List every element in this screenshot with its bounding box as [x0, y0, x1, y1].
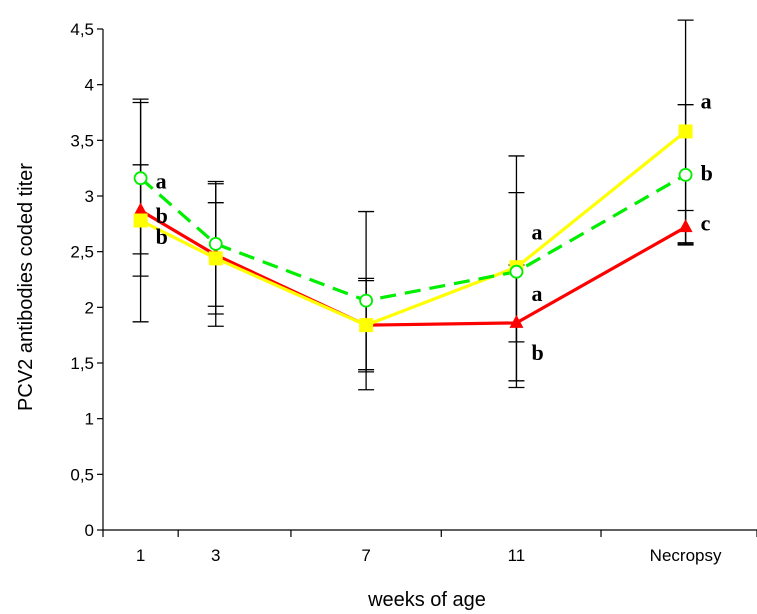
y-tick-label: 4: [85, 76, 94, 95]
data-point: [509, 264, 524, 279]
y-tick-label: 0: [85, 521, 94, 540]
x-tick-label: Necropsy: [650, 546, 722, 565]
series-line: [139, 173, 687, 303]
data-point: [208, 251, 223, 266]
x-tick-label: 7: [361, 546, 370, 565]
significance-label: b: [701, 161, 713, 186]
significance-label: a: [531, 281, 542, 306]
significance-label: a: [531, 220, 542, 245]
x-tick-label: 1: [136, 546, 145, 565]
data-point: [678, 167, 693, 182]
significance-label: b: [156, 224, 168, 249]
y-tick-label: 0,5: [70, 465, 94, 484]
y-tick-label: 3: [85, 187, 94, 206]
x-axis-title: weeks of age: [367, 589, 486, 611]
significance-label: c: [701, 211, 711, 236]
y-tick-label: 3,5: [70, 131, 94, 150]
significance-label: b: [531, 340, 543, 365]
significance-label: a: [701, 88, 712, 113]
significance-label: a: [156, 168, 167, 193]
data-point: [678, 124, 693, 139]
y-tick-label: 2: [85, 298, 94, 317]
y-tick-label: 1,5: [70, 354, 94, 373]
data-point: [208, 236, 223, 251]
data-point: [359, 318, 374, 333]
y-tick-label: 2,5: [70, 243, 94, 262]
data-point: [678, 219, 693, 233]
data-point: [359, 293, 374, 308]
significance-label: b: [156, 203, 168, 228]
y-tick-label: 4,5: [70, 20, 94, 39]
series-line: [139, 130, 687, 327]
data-point: [133, 213, 148, 228]
x-tick-label: 3: [211, 546, 220, 565]
y-axis-title: PCV2 antibodies coded titer: [15, 163, 37, 411]
y-axis-title-group: PCV2 antibodies coded titer: [15, 163, 37, 411]
data-point: [133, 171, 148, 186]
y-tick-label: 1: [85, 410, 94, 429]
data-point: [133, 202, 148, 216]
x-tick-label: 11: [508, 546, 526, 565]
data-point: [509, 314, 524, 328]
